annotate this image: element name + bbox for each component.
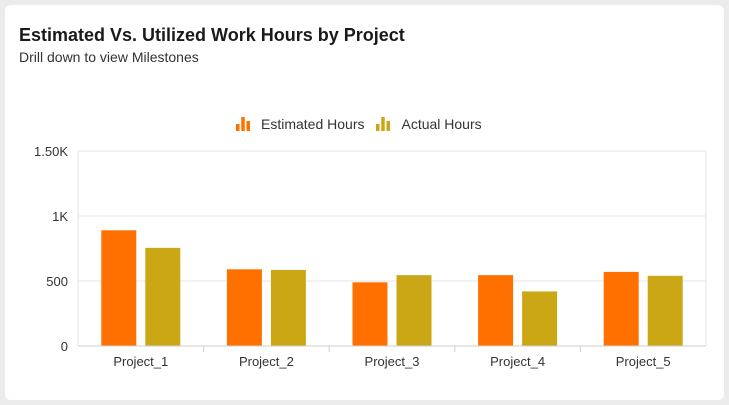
legend-label-actual-hours: Actual Hours <box>401 116 482 132</box>
bar-actual-hours-project_2[interactable] <box>270 269 306 346</box>
x-tick-label: Project_5 <box>616 354 671 369</box>
bar-estimated-hours-project_3[interactable] <box>352 282 388 346</box>
x-tick-label: Project_3 <box>365 354 420 369</box>
x-tick-label: Project_2 <box>239 354 294 369</box>
axes: 0 500 1K 1.50K Project_1 Project_2 Project_3 Pr… <box>34 144 706 369</box>
x-tick-label: Project_4 <box>490 354 545 369</box>
y-tick-label: 1K <box>52 209 68 224</box>
bar-chart-icon <box>236 117 250 131</box>
legend-item-estimated-hours[interactable]: Estimated Hours <box>236 116 364 132</box>
x-tick-label: Project_1 <box>113 354 168 369</box>
bar-estimated-hours-project_4[interactable] <box>478 275 514 346</box>
bar-estimated-hours-project_5[interactable] <box>603 271 639 346</box>
y-tick-label: 1.50K <box>34 144 68 159</box>
bar-chart-icon <box>376 117 391 131</box>
gridlines <box>77 150 707 346</box>
legend-label-estimated-hours: Estimated Hours <box>261 116 365 132</box>
bar-estimated-hours-project_1[interactable] <box>101 230 137 346</box>
bar-actual-hours-project_4[interactable] <box>522 291 558 346</box>
y-tick-label: 0 <box>61 339 68 354</box>
bar-actual-hours-project_1[interactable] <box>145 247 181 346</box>
bar-actual-hours-project_5[interactable] <box>647 275 683 346</box>
chart-title: Estimated Vs. Utilized Work Hours by Pro… <box>19 25 405 45</box>
bars <box>101 230 683 346</box>
chart-subtitle[interactable]: Drill down to view Milestones <box>19 49 199 65</box>
bar-actual-hours-project_3[interactable] <box>396 275 432 346</box>
chart-legend: Estimated Hours Actual Hours <box>236 114 494 134</box>
y-tick-label: 500 <box>46 274 68 289</box>
legend-item-actual-hours[interactable]: Actual Hours <box>376 116 482 132</box>
bar-estimated-hours-project_2[interactable] <box>226 269 262 346</box>
